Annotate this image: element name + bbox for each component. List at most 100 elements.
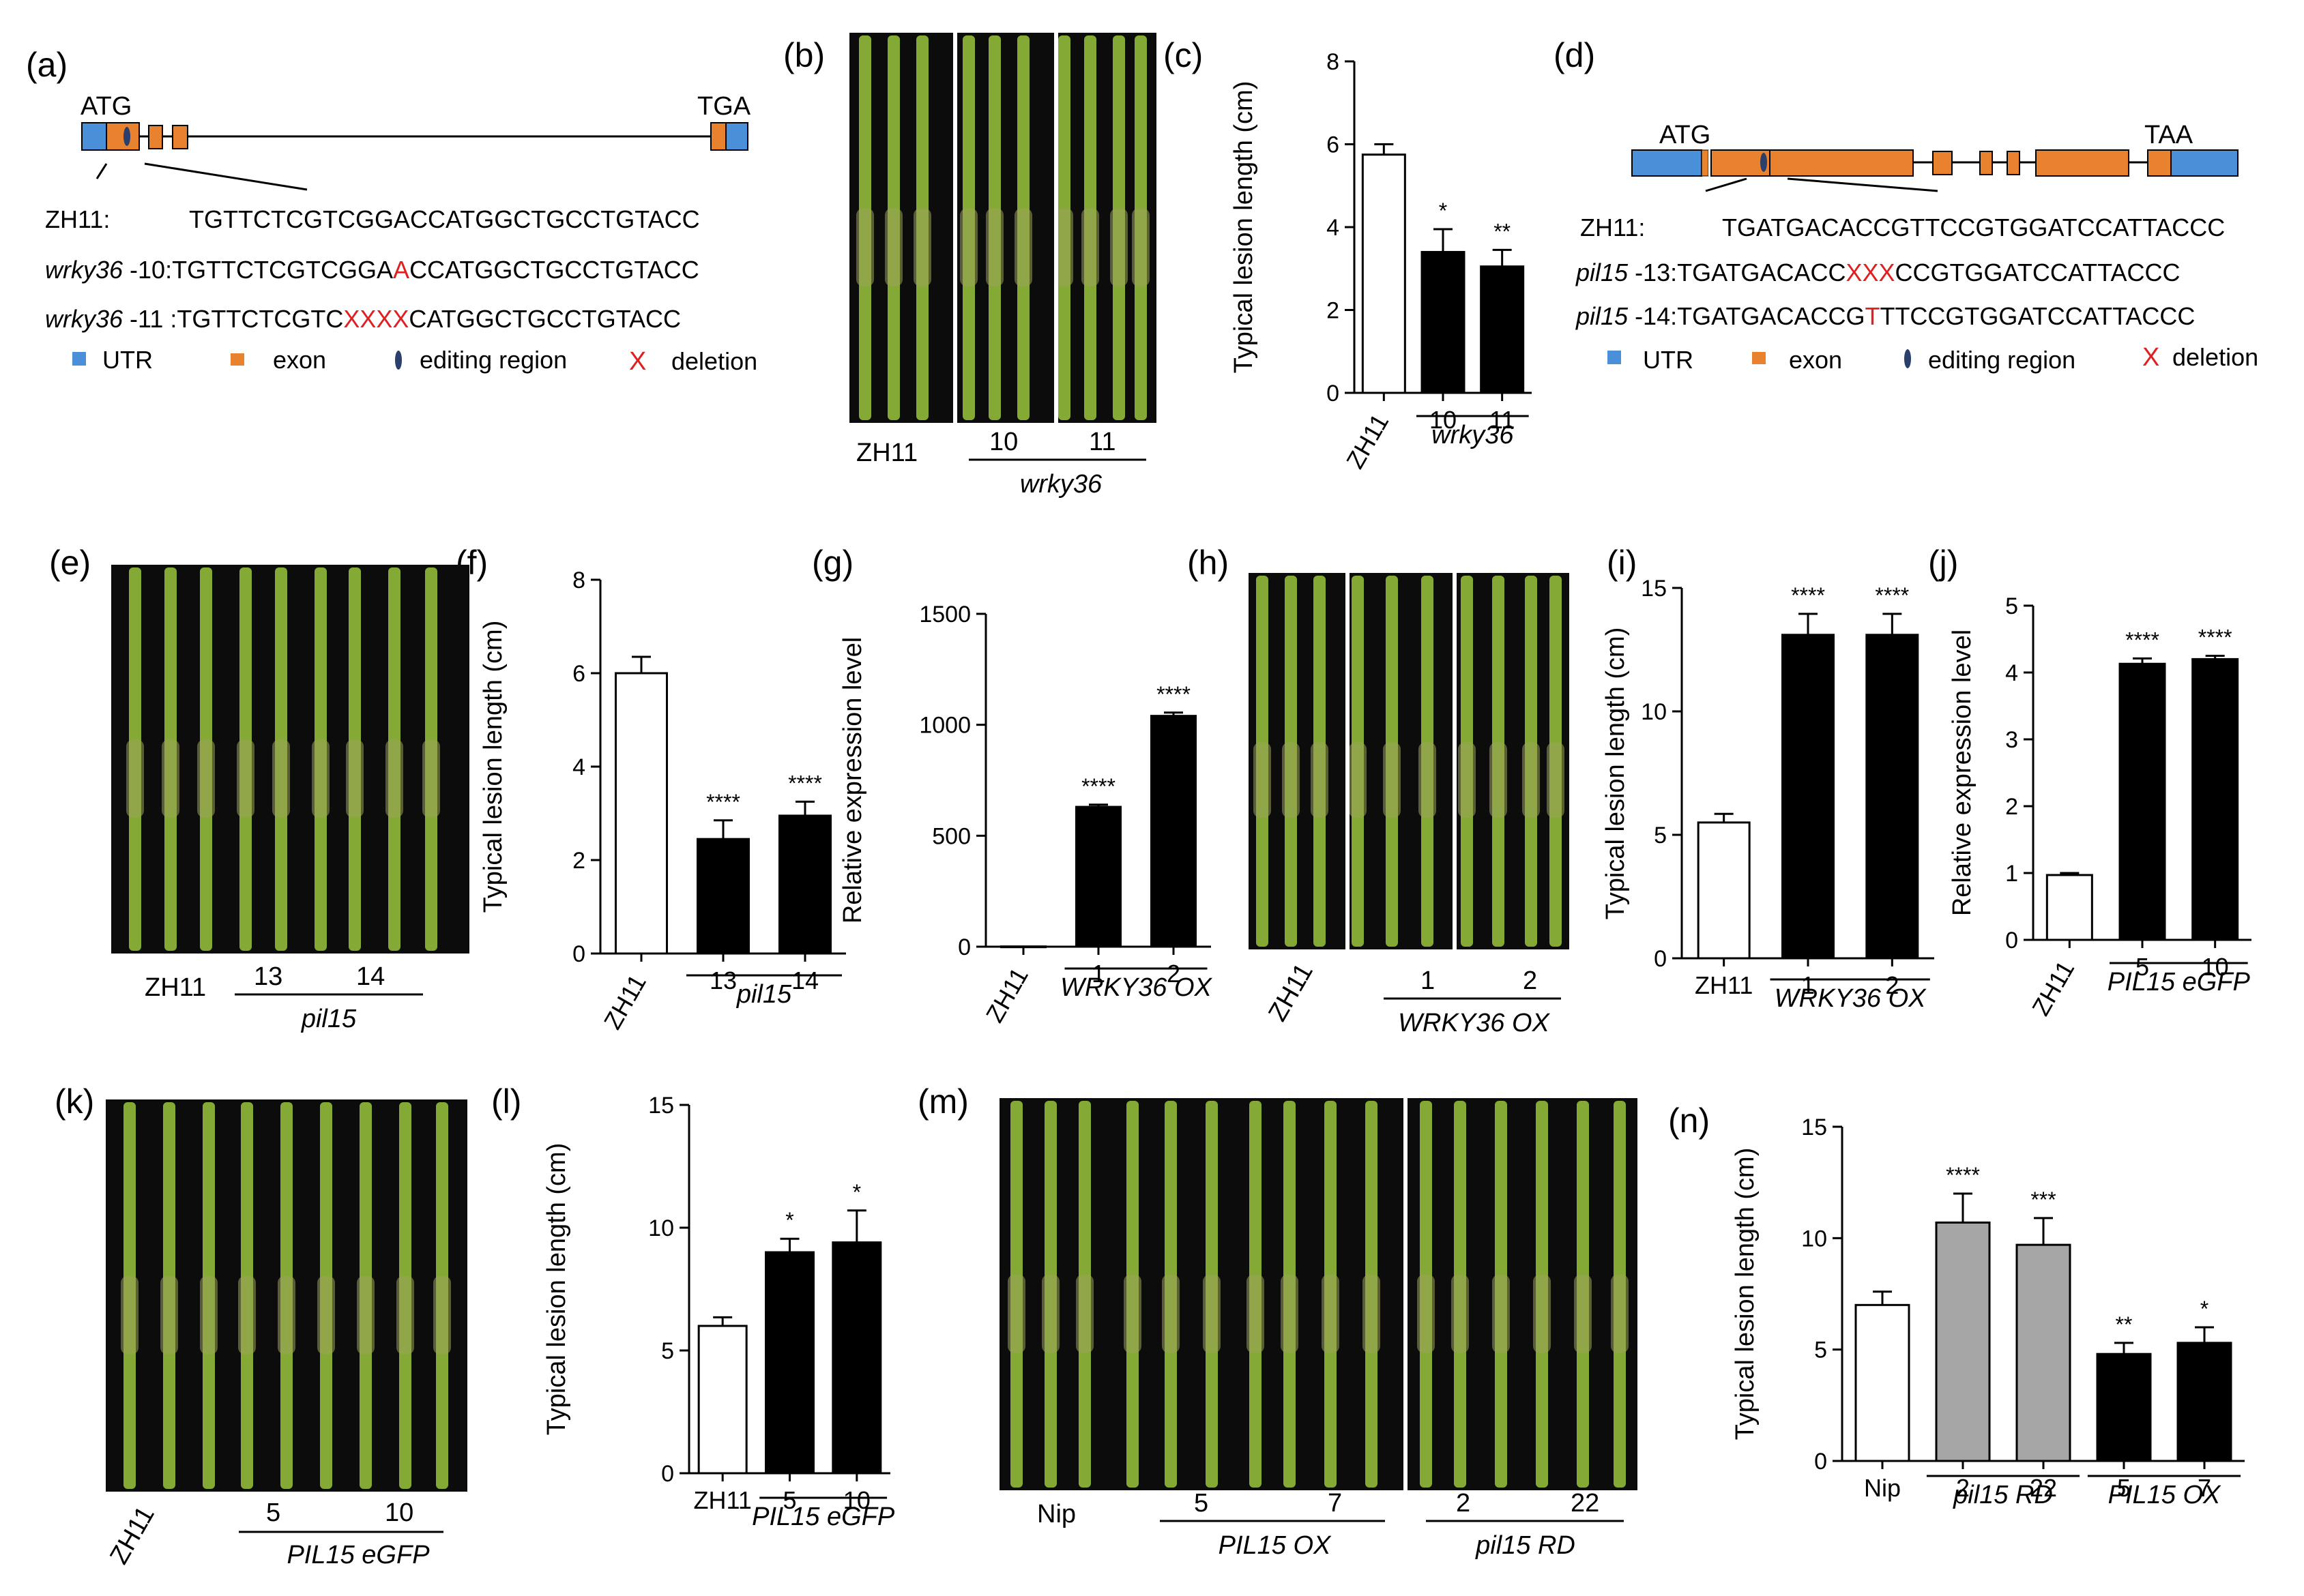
photo-m-label-2: 7 xyxy=(1328,1489,1342,1518)
y-tick-label: 10 xyxy=(648,1215,674,1241)
photo-e-stems xyxy=(126,567,440,951)
photo-k-group: PIL15 eGFP xyxy=(287,1541,430,1569)
bar xyxy=(2191,657,2239,941)
bar xyxy=(1361,153,1406,394)
x-tick-label: ZH11 xyxy=(598,970,652,1034)
editing-legend-a: editing region xyxy=(420,346,567,374)
bar xyxy=(2118,662,2166,941)
legend-a: UTR exon editing region X deletion xyxy=(72,346,757,376)
y-tick-label: 5 xyxy=(2005,593,2018,619)
lesion xyxy=(1081,208,1099,286)
group-label: PIL15 OX xyxy=(2108,1481,2221,1509)
photo-b-stems xyxy=(856,33,1150,423)
significance-label: * xyxy=(1439,198,1447,223)
significance-label: * xyxy=(853,1180,861,1205)
panel-label-b: (b) xyxy=(783,36,825,74)
significance-label: **** xyxy=(1081,774,1115,799)
editing-swatch-d xyxy=(1904,349,1911,368)
panel-label-c: (c) xyxy=(1163,36,1203,74)
y-tick-label: 8 xyxy=(572,567,585,593)
photo-separator xyxy=(1403,1098,1408,1490)
photo-m-stems xyxy=(1008,1098,1629,1490)
significance-label: ** xyxy=(1493,219,1511,243)
significance-label: **** xyxy=(2198,625,2232,650)
y-tick-label: 15 xyxy=(648,1093,674,1119)
photo-e-label-1: 13 xyxy=(254,962,282,991)
y-tick-label: 0 xyxy=(1654,946,1667,972)
lesion xyxy=(1076,1274,1094,1353)
y-tick-label: 3 xyxy=(2005,727,2018,753)
bar xyxy=(2096,1353,2152,1462)
significance-label: **** xyxy=(1156,682,1191,707)
lesion xyxy=(1322,1274,1339,1353)
photo-separator xyxy=(953,33,957,423)
y-tick-label: 4 xyxy=(572,754,585,780)
lesion xyxy=(986,208,1004,286)
y-tick-label: 1000 xyxy=(919,713,971,739)
x-tick-label: 5 xyxy=(2135,953,2149,981)
lesion xyxy=(278,1275,295,1355)
lesion xyxy=(126,739,144,818)
start-codon-label-a: ATG xyxy=(81,92,132,121)
lesion xyxy=(237,739,254,818)
group-label: pil15 RD xyxy=(1953,1481,2053,1509)
gene-model-d: ATG TAA xyxy=(1631,121,2239,192)
group-label: WRKY36 OX xyxy=(1060,973,1212,1002)
chart-f: 0 2 4 6 8 Typical lesion length (cm) ZH11 **** 1… xyxy=(479,567,846,1034)
y-tick-label: 0 xyxy=(572,941,585,967)
panel-label-n: (n) xyxy=(1668,1102,1710,1140)
stop-codon-label-d: TAA xyxy=(2144,121,2193,149)
significance-label: **** xyxy=(706,790,740,814)
y-tick-label: 0 xyxy=(1326,381,1339,407)
y-tick-label: 4 xyxy=(1326,215,1339,241)
photo-separator xyxy=(1345,573,1350,949)
lesion xyxy=(433,1275,451,1355)
x-tick-label: 5 xyxy=(783,1486,796,1514)
photo-e-label-0: ZH11 xyxy=(145,973,206,1002)
photo-k-stems xyxy=(121,1102,451,1489)
x-tick-label: 14 xyxy=(791,966,819,994)
photo-m-group-0: PIL15 OX xyxy=(1219,1531,1332,1560)
x-tick-label: 1 xyxy=(1801,971,1815,999)
bar xyxy=(1150,715,1197,948)
bar xyxy=(2045,874,2093,941)
sequence-rows-a: ZH11: TGTTCTCGTCGGACCATGGCTGCCTGTACC wrk… xyxy=(45,205,700,333)
bar xyxy=(1781,634,1835,960)
photo-h-bg xyxy=(1249,573,1569,949)
deletion-mark-a: X xyxy=(629,347,646,376)
bar xyxy=(1480,265,1525,394)
deletion-legend-d: deletion xyxy=(2172,343,2258,371)
bar xyxy=(1854,1303,1910,1462)
lesion xyxy=(1110,208,1128,286)
photo-b-label-1: 10 xyxy=(989,428,1018,456)
x-tick-label: 13 xyxy=(710,966,737,994)
bar xyxy=(1420,250,1465,394)
lesion xyxy=(1547,742,1564,818)
y-tick-label: 10 xyxy=(1801,1226,1827,1252)
seq-row-a-0: ZH11: xyxy=(45,205,110,233)
photo-separator xyxy=(1453,573,1457,949)
exon-legend-d: exon xyxy=(1789,346,1842,374)
panel-label-e: (e) xyxy=(49,544,91,582)
group-label: wrky36 xyxy=(1431,421,1514,449)
y-tick-label: 8 xyxy=(1326,49,1339,75)
lesion xyxy=(162,739,179,818)
lesion xyxy=(160,1275,178,1355)
photo-b-label-0: ZH11 xyxy=(856,439,918,467)
y-tick-label: 4 xyxy=(2005,660,2018,686)
lesion xyxy=(1124,1274,1141,1353)
y-tick-label: 6 xyxy=(1326,132,1339,158)
bar xyxy=(765,1251,815,1475)
x-tick-label: 2 xyxy=(1167,960,1180,988)
lesion xyxy=(1522,742,1540,818)
seq-row-d-2: pil15 -14:TGATGACACCGTTTCCGTGGATCCATTACC… xyxy=(1575,302,2195,330)
significance-label: * xyxy=(2200,1297,2208,1321)
bar xyxy=(1935,1221,1991,1462)
panel-label-g: (g) xyxy=(812,544,854,582)
x-tick-label: 10 xyxy=(2202,953,2229,981)
seq-row-d-1: pil15 -13:TGATGACACCXXXCCGTGGATCCATTACCC xyxy=(1575,258,2180,286)
lesion xyxy=(197,739,215,818)
lesion xyxy=(1311,742,1328,818)
lesion xyxy=(1281,1274,1298,1353)
lesion xyxy=(422,739,440,818)
